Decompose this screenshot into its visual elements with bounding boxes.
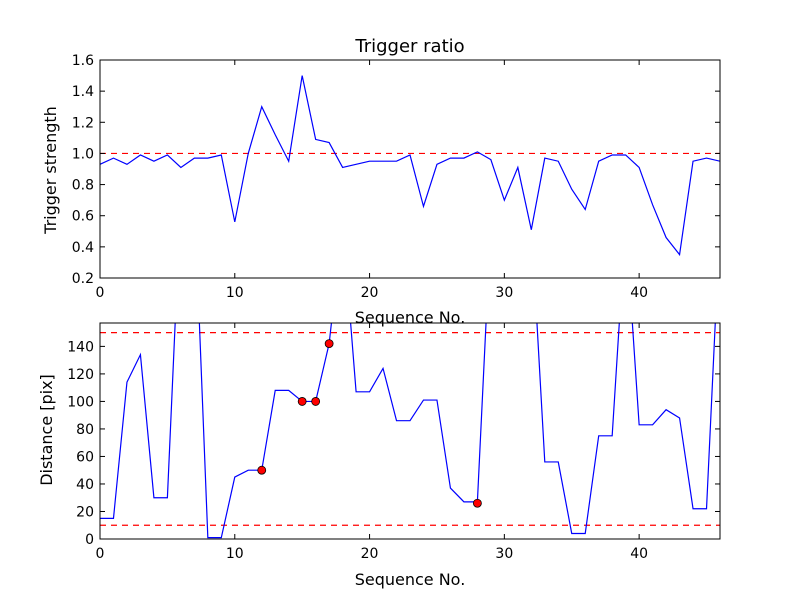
plot-area (100, 323, 720, 539)
y-tick-label: 1.0 (72, 146, 94, 162)
series-line (100, 75, 720, 257)
y-tick-label: 80 (76, 422, 94, 438)
data-point-marker (297, 397, 307, 406)
x-tick-label: 40 (630, 285, 648, 301)
plot-area (100, 75, 720, 257)
x-tick-label: 10 (226, 285, 244, 301)
x-tick-label: 0 (96, 285, 105, 301)
data-point-marker (257, 465, 267, 475)
x-tick-label: 40 (630, 546, 648, 562)
y-axis-label: Distance [pix] (37, 374, 56, 486)
data-point-marker (472, 498, 482, 508)
y-tick-label: 0 (85, 532, 94, 548)
y-tick-label: 20 (76, 504, 94, 520)
data-point-marker (311, 397, 321, 406)
y-tick-label: 1.4 (72, 84, 94, 100)
y-tick-label: 40 (76, 477, 94, 493)
y-axis-label: Trigger strength (41, 106, 60, 235)
x-axis-label: Sequence No. (355, 570, 466, 589)
x-tick-label: 30 (495, 285, 513, 301)
x-tick-label: 20 (361, 285, 379, 301)
y-tick-label: 1.2 (72, 115, 94, 131)
trigger-ratio-chart: Trigger ratio Sequence No. Trigger stren… (41, 36, 721, 327)
chart-title: Trigger ratio (354, 36, 464, 57)
distance-chart: Sequence No. Distance [pix] 0 10 20 30 40 0 20… (37, 322, 721, 589)
series-line (100, 323, 716, 539)
y-tick-label: 60 (76, 449, 94, 465)
y-tick-label: 120 (67, 367, 94, 383)
data-point-marker (324, 339, 334, 349)
y-tick-label: 1.6 (72, 53, 94, 69)
x-tick-label: 0 (96, 546, 105, 562)
y-tick-label: 0.8 (72, 178, 94, 194)
y-tick-label: 140 (67, 339, 94, 355)
x-tick-label: 10 (226, 546, 244, 562)
axes-frame (99, 59, 721, 279)
x-tick-label: 20 (361, 546, 379, 562)
axes-frame (99, 322, 721, 540)
y-tick-label: 0.2 (72, 271, 94, 287)
x-axis-label: Sequence No. (355, 308, 466, 327)
y-tick-label: 100 (67, 394, 94, 410)
y-tick-label: 0.4 (72, 240, 94, 256)
x-tick-label: 30 (495, 546, 513, 562)
y-tick-label: 0.6 (72, 209, 94, 225)
